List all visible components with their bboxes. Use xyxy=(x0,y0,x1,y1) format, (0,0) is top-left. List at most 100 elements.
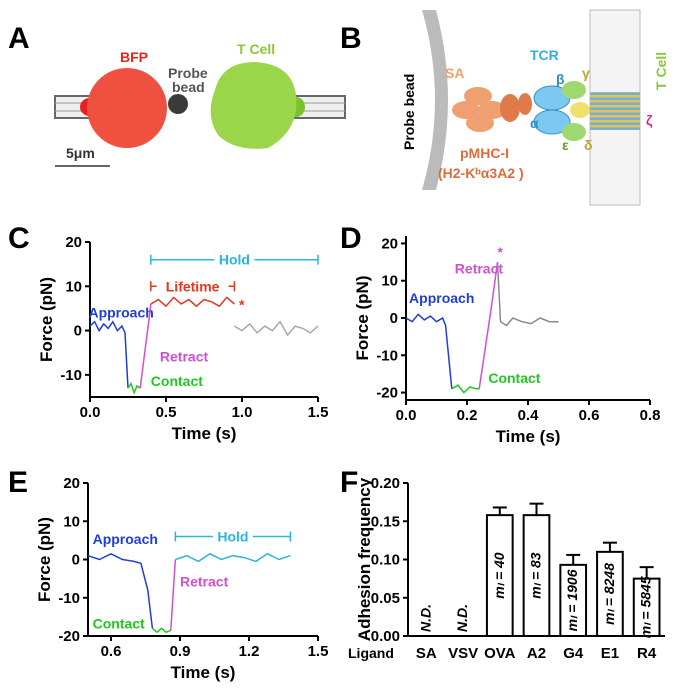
label: pMHC-I xyxy=(460,145,509,161)
bar xyxy=(485,514,514,638)
y-tick-label: 20 xyxy=(65,234,82,251)
x-tick-label: A2 xyxy=(527,645,546,662)
x-tick-label: G4 xyxy=(563,645,584,662)
probe-bead-surface xyxy=(422,10,448,190)
force-trace xyxy=(234,320,319,337)
pmhc xyxy=(500,94,520,122)
bar-label: N.D. xyxy=(417,604,433,632)
label: SA xyxy=(445,65,464,81)
trace-label: Approach xyxy=(409,290,474,306)
y-axis-title: Force (pN) xyxy=(35,517,54,602)
x-axis-title: Time (s) xyxy=(496,427,561,446)
y-tick-label: 20 xyxy=(381,235,398,252)
force-trace xyxy=(150,296,235,308)
force-trace xyxy=(496,262,559,327)
marker: * xyxy=(498,244,504,260)
cd3 xyxy=(570,102,590,118)
bar-label: mₗ = 40 xyxy=(491,552,507,599)
force-trace xyxy=(478,261,499,389)
x-tick-label: OVA xyxy=(484,645,516,662)
chain: γ xyxy=(582,65,590,81)
x-tick-label: 0.0 xyxy=(80,404,101,421)
label: bead xyxy=(172,79,205,95)
y-axis-title: Force (pN) xyxy=(353,276,372,361)
bar xyxy=(596,550,624,637)
y-tick-label: 0.20 xyxy=(371,475,400,492)
panel-label: B xyxy=(340,22,362,55)
x-tick-label: VSV xyxy=(448,645,478,662)
chain: ζ xyxy=(646,112,653,128)
force-trace xyxy=(89,320,129,389)
y-tick-label: 20 xyxy=(63,475,80,492)
panel-label: E xyxy=(8,466,28,499)
panel-label: A xyxy=(8,22,30,55)
scale-label: 5μm xyxy=(66,145,95,161)
chain: ε xyxy=(562,137,569,153)
y-tick-label: 0 xyxy=(390,310,398,327)
span-label-bg xyxy=(156,277,229,294)
y-tick-label: 0.10 xyxy=(371,552,400,569)
label: Probe bead xyxy=(401,74,417,150)
x-tick-label: 1.5 xyxy=(308,643,329,660)
bar-label: mₗ = 5845 xyxy=(638,576,654,638)
bar-label: mₗ = 8248 xyxy=(601,563,617,625)
cd3 xyxy=(562,81,586,99)
y-tick-label: 0.00 xyxy=(371,628,400,645)
y-axis-title: Adhesion frequency xyxy=(355,477,374,641)
bar-label: mₗ = 1906 xyxy=(564,569,580,631)
x-tick-label: 0.6 xyxy=(579,407,600,424)
trace-label: Contact xyxy=(488,370,540,386)
trace-label: Retract xyxy=(160,349,209,365)
label: (H2-Kᵇα3A2 ) xyxy=(438,165,524,181)
bfp-cell xyxy=(87,68,167,148)
span-label: Hold xyxy=(217,529,248,545)
x-tick-label: 0.5 xyxy=(156,404,177,421)
x-axis-title: Time (s) xyxy=(172,424,237,443)
panel-label: D xyxy=(340,222,362,255)
force-trace xyxy=(175,552,291,563)
label: T Cell xyxy=(237,41,275,57)
t-cell xyxy=(210,62,297,149)
label: Probe xyxy=(168,65,208,81)
force-trace xyxy=(87,552,154,629)
chain: β xyxy=(556,71,565,87)
x-tick-label: 0.4 xyxy=(518,407,540,424)
panel-b: Probe bead SA TCR pMHC-I (H2-Kᵇα3A2 ) T … xyxy=(401,9,669,206)
x-tick-label: R4 xyxy=(637,645,657,662)
span-label-bg xyxy=(214,250,255,267)
panel-label: F xyxy=(340,466,358,499)
x-tick-label: 1.5 xyxy=(308,404,329,421)
y-tick-label: -10 xyxy=(58,590,80,607)
y-tick-label: 10 xyxy=(65,278,82,295)
bar-label: mₗ = 83 xyxy=(528,552,544,599)
y-tick-label: 10 xyxy=(381,273,398,290)
y-tick-label: 0.05 xyxy=(371,590,400,607)
force-trace xyxy=(170,559,177,631)
panel-a: BFP Probe bead T Cell 5μm xyxy=(54,41,346,167)
y-tick-label: 0 xyxy=(74,323,82,340)
trace-label: Contact xyxy=(93,615,145,631)
sa xyxy=(452,101,480,119)
y-axis-title: Force (pN) xyxy=(37,277,56,362)
chain: δ xyxy=(584,137,593,153)
sa xyxy=(466,114,494,132)
tm-domains xyxy=(590,92,640,130)
pmhc xyxy=(518,93,532,115)
y-tick-label: 0 xyxy=(72,552,80,569)
x-tick-label: 0.8 xyxy=(640,407,661,424)
trace-label: Approach xyxy=(88,304,153,320)
y-tick-label: -10 xyxy=(376,347,398,364)
x-tick-label: 1.0 xyxy=(232,404,253,421)
x-tick-label: 0.2 xyxy=(457,407,478,424)
probe-bead xyxy=(168,94,188,114)
trace-label: Retract xyxy=(455,260,504,276)
x-axis-title: Time (s) xyxy=(171,663,236,682)
tcr xyxy=(533,109,571,135)
y-tick-label: -20 xyxy=(58,628,80,645)
force-trace xyxy=(451,384,480,394)
y-tick-label: -20 xyxy=(376,385,398,402)
force-trace xyxy=(139,303,152,389)
force-trace xyxy=(127,382,141,395)
y-tick-label: -10 xyxy=(60,367,82,384)
label: BFP xyxy=(120,49,148,65)
